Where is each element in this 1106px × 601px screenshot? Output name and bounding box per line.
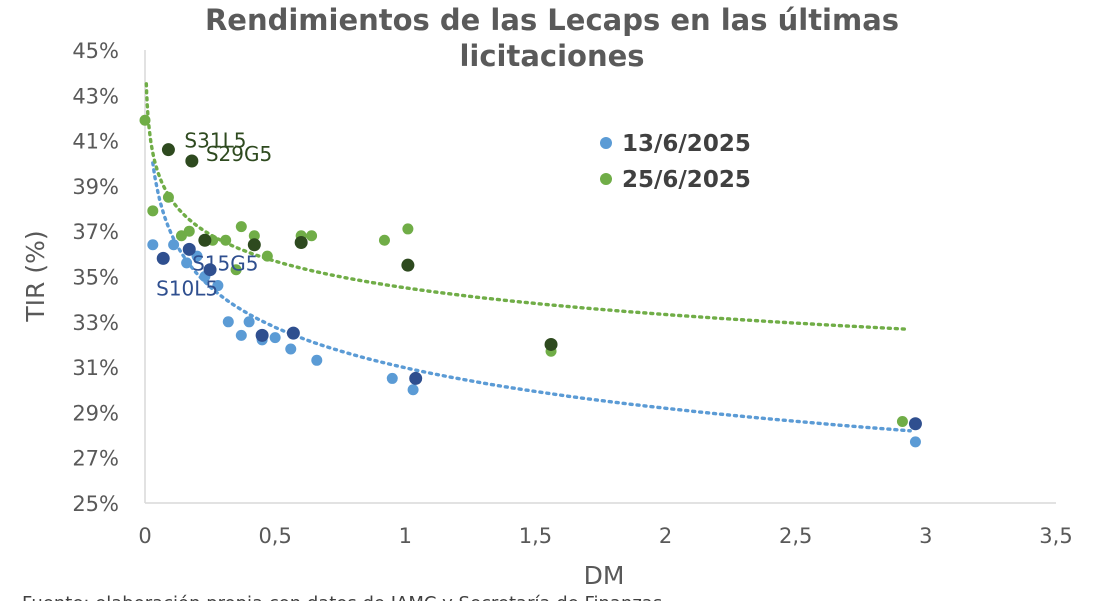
chart-title: Rendimientos de las Lecaps en las última… bbox=[205, 3, 899, 73]
point-13-6-2025 bbox=[269, 332, 281, 344]
y-tick-label: 31% bbox=[72, 356, 119, 380]
point-13-6-2025 bbox=[909, 436, 921, 448]
point-13-6-2025 bbox=[168, 239, 180, 251]
legend-item-13-6-2025: 13/6/2025 bbox=[600, 131, 751, 157]
y-tick-label: 33% bbox=[72, 311, 119, 335]
x-tick-label: 3,5 bbox=[1039, 524, 1072, 548]
point-25-6-2025 bbox=[306, 230, 318, 242]
x-tick-label: 2 bbox=[659, 524, 672, 548]
point-13-6-2025 bbox=[243, 316, 255, 328]
point-highlighted-25-6-2025 bbox=[544, 337, 558, 351]
point-highlighted-25-6-2025 bbox=[294, 236, 308, 250]
point-13-6-2025 bbox=[311, 354, 323, 366]
trendline-25-6-2025 bbox=[144, 82, 907, 331]
point-13-6-2025 bbox=[181, 257, 193, 269]
point-label-s15g5: S15G5 bbox=[192, 252, 258, 276]
point-label-s31l5: S31L5 bbox=[184, 129, 246, 153]
point-13-6-2025 bbox=[386, 372, 398, 384]
data-points bbox=[139, 114, 922, 448]
point-25-6-2025 bbox=[162, 191, 174, 203]
y-axis-label: TIR (%) bbox=[21, 230, 50, 322]
point-13-6-2025 bbox=[212, 280, 224, 292]
point-highlighted-25-6-2025 bbox=[161, 143, 175, 157]
x-axis-ticks: 0 0,5 1 1,5 2 2,5 3 3,5 bbox=[138, 524, 1072, 548]
y-axis-ticks: 25% 27% 29% 31% 33% 35% 37% 39% 41% 43% 45% bbox=[72, 39, 119, 516]
point-25-6-2025 bbox=[896, 415, 908, 427]
point-25-6-2025 bbox=[235, 221, 247, 233]
y-tick-label: 39% bbox=[72, 175, 119, 199]
y-tick-label: 45% bbox=[72, 39, 119, 63]
point-highlighted-13-6-2025 bbox=[908, 417, 922, 431]
chart-title-line-2: licitaciones bbox=[459, 39, 644, 73]
point-highlighted-25-6-2025 bbox=[401, 258, 415, 272]
y-tick-label: 25% bbox=[72, 492, 119, 516]
legend: 13/6/2025 25/6/2025 bbox=[600, 131, 751, 193]
point-25-6-2025 bbox=[220, 234, 232, 246]
point-highlighted-13-6-2025 bbox=[255, 328, 269, 342]
point-highlighted-13-6-2025 bbox=[409, 371, 423, 385]
point-25-6-2025 bbox=[378, 234, 390, 246]
y-tick-label: 29% bbox=[72, 401, 119, 425]
x-tick-label: 0,5 bbox=[258, 524, 291, 548]
point-25-6-2025 bbox=[261, 250, 273, 262]
point-13-6-2025 bbox=[222, 316, 234, 328]
point-highlighted-25-6-2025 bbox=[198, 233, 212, 247]
point-25-6-2025 bbox=[248, 230, 260, 242]
y-tick-label: 27% bbox=[72, 447, 119, 471]
point-13-6-2025 bbox=[407, 384, 419, 396]
point-label-s10l5: S10L5 bbox=[156, 276, 218, 300]
x-axis-label: DM bbox=[584, 561, 625, 590]
point-25-6-2025 bbox=[139, 114, 151, 126]
point-highlighted-13-6-2025 bbox=[203, 263, 217, 277]
legend-label-13-6-2025: 13/6/2025 bbox=[622, 131, 751, 157]
point-13-6-2025 bbox=[285, 343, 297, 355]
x-tick-label: 0 bbox=[138, 524, 151, 548]
y-tick-label: 35% bbox=[72, 266, 119, 290]
point-label-s29g5: S29G5 bbox=[206, 142, 272, 166]
trendlines bbox=[144, 82, 912, 433]
point-highlighted-13-6-2025 bbox=[286, 326, 300, 340]
legend-marker-25-6-2025 bbox=[600, 173, 612, 185]
point-25-6-2025 bbox=[147, 205, 159, 217]
trendline-13-6-2025 bbox=[151, 161, 912, 433]
x-tick-label: 2,5 bbox=[779, 524, 812, 548]
x-tick-label: 1 bbox=[399, 524, 412, 548]
point-25-6-2025 bbox=[230, 264, 242, 276]
point-highlighted-13-6-2025 bbox=[156, 251, 170, 265]
y-tick-label: 41% bbox=[72, 130, 119, 154]
legend-marker-13-6-2025 bbox=[600, 137, 612, 149]
point-13-6-2025 bbox=[235, 329, 247, 341]
y-tick-label: 43% bbox=[72, 84, 119, 108]
point-25-6-2025 bbox=[183, 225, 195, 237]
point-highlighted-25-6-2025 bbox=[247, 238, 261, 252]
point-highlighted-25-6-2025 bbox=[185, 154, 199, 168]
y-tick-label: 37% bbox=[72, 220, 119, 244]
legend-item-25-6-2025: 25/6/2025 bbox=[600, 167, 751, 193]
x-tick-label: 3 bbox=[919, 524, 932, 548]
point-highlighted-13-6-2025 bbox=[182, 242, 196, 256]
legend-label-25-6-2025: 25/6/2025 bbox=[622, 167, 751, 193]
chart-title-line-1: Rendimientos de las Lecaps en las última… bbox=[205, 3, 899, 37]
point-13-6-2025 bbox=[147, 239, 159, 251]
point-25-6-2025 bbox=[402, 223, 414, 235]
x-tick-label: 1,5 bbox=[519, 524, 552, 548]
source-note: Fuente: elaboración propia con datos de … bbox=[22, 593, 662, 601]
